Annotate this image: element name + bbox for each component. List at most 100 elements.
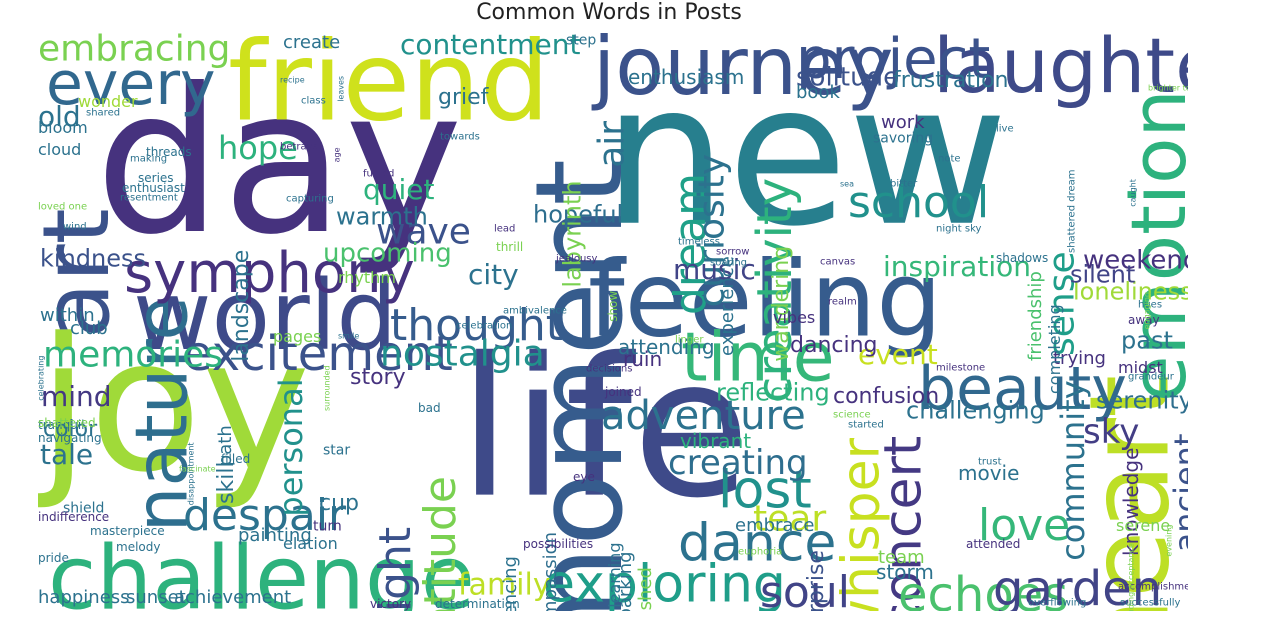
word-within: within [40, 305, 95, 326]
word-music: music [673, 253, 756, 286]
word-old: old [38, 100, 81, 133]
word-weekend: weekend [1083, 245, 1188, 275]
word-create: create [283, 33, 340, 53]
word-live: live [996, 123, 1014, 134]
word-away: away [1128, 313, 1160, 327]
word-embracing: embracing [38, 33, 230, 70]
word-echoes: echoes [898, 567, 1068, 611]
word-capturing: capturing [286, 193, 334, 204]
word-enthusiasm: enthusiasm [628, 65, 744, 89]
word-tale: tale [40, 438, 93, 471]
word-creativity: creativity [747, 178, 803, 403]
word-curiosity: curiosity [692, 154, 733, 308]
word-color: color [43, 417, 98, 442]
word-overflowing: overflowing [1028, 597, 1086, 608]
word-solitude: solitude [796, 62, 899, 92]
word-leaves: leaves [337, 76, 346, 102]
word-rhythm: rhythm [338, 268, 396, 287]
word-savoring: savoring [873, 131, 933, 147]
word-life: life [458, 318, 750, 541]
word-time: time [681, 319, 835, 398]
word-nature: nature [120, 296, 204, 532]
word-past: past [1121, 327, 1173, 355]
word-fascinate: fascinate [179, 465, 216, 474]
word-every: every [46, 49, 216, 119]
word-ancient: ancient [1167, 434, 1188, 553]
word-community: community [1054, 380, 1092, 560]
word-finding-acceptance: finding acceptance [1127, 543, 1136, 611]
word-betrayal: betrayal [280, 141, 321, 152]
chart-title: Common Words in Posts [476, 0, 742, 25]
word-evening: evening [1165, 525, 1174, 557]
word-sense: sense [1042, 251, 1083, 356]
word-loved-one: loved one [38, 201, 87, 212]
word-tear: tear [753, 499, 826, 540]
word-caught: caught [1129, 179, 1138, 207]
word-challenging: challenging [906, 397, 1045, 425]
word-bad: bad [418, 401, 441, 415]
word-dance: dance [678, 514, 836, 574]
word-path: path [215, 425, 236, 466]
word-recipe: recipe [280, 76, 305, 85]
word-midst: midst [1118, 358, 1163, 377]
word-surrounded: surrounded [323, 365, 332, 411]
word-vibes: vibes [773, 308, 815, 327]
word-kindness: kindness [40, 245, 146, 273]
word-air: air [592, 121, 633, 168]
word-lead: lead [494, 223, 515, 234]
word-experiencing: experiencing [500, 556, 521, 611]
word-serenity: serenity [1096, 387, 1188, 415]
word-fueled: fueled [363, 168, 394, 179]
word-mind: mind [41, 380, 112, 413]
word-joined: joined [604, 385, 642, 399]
word-class: class [301, 95, 326, 106]
word-serene: serene [1116, 516, 1170, 535]
word-work: work [881, 112, 925, 133]
word-pride: pride [38, 551, 69, 565]
word-eye: eye [573, 470, 595, 484]
word-towards: towards [440, 131, 480, 142]
word-wind: wind [63, 221, 87, 232]
word-turn: turn [313, 519, 342, 535]
word-wave: wave [376, 212, 471, 253]
word-possibilities: possibilities [523, 537, 593, 551]
word-cloud: day new life joy moment friend heart feeling wor… [38, 33, 1188, 611]
word-excitement: excitement [183, 326, 453, 382]
word-cup: cup [319, 491, 359, 516]
word-beauty: beauty [918, 354, 1127, 424]
word-pages: pages [273, 327, 321, 346]
word-embarking: embarking [615, 551, 636, 611]
word-skill: skill [214, 461, 239, 504]
word-upcoming: upcoming [323, 238, 452, 268]
word-personal: personal [272, 378, 310, 516]
word-story: story [350, 365, 406, 390]
word-night-sky: night sky [936, 223, 982, 234]
word-grief: grief [438, 85, 490, 110]
word-bitter: bitter [890, 178, 918, 189]
word-nostalgia: nostalgia [380, 334, 545, 375]
word-soul: soul [760, 567, 850, 611]
word-shattered-dream: shattered dream [1066, 169, 1077, 253]
word-surprise: surprise [804, 550, 829, 611]
word-school: school [848, 177, 989, 228]
word-reflecting: reflecting [716, 379, 830, 407]
word-celebration: celebration [456, 320, 512, 331]
word-milestone: milestone [936, 362, 985, 373]
word-sea: sea [840, 180, 854, 189]
word-hope: hope [218, 129, 298, 167]
word-determination: determination [435, 597, 520, 611]
word-challenge: challenge [48, 527, 475, 611]
word-indifference: indifference [38, 510, 109, 524]
word-dancing: dancing [790, 333, 878, 358]
word-storm: storm [876, 560, 934, 584]
word-show: show [606, 291, 620, 322]
word-engaging: engaging [1143, 292, 1152, 329]
word-jealousy: jealousy [555, 253, 598, 264]
word-celebrating: celebrating [38, 356, 46, 401]
word-cloud: cloud [38, 140, 81, 159]
word-friendship: friendship [1025, 271, 1046, 361]
word-team: team [878, 547, 925, 568]
word-world: world [133, 260, 397, 372]
word-movie: movie [958, 461, 1019, 485]
